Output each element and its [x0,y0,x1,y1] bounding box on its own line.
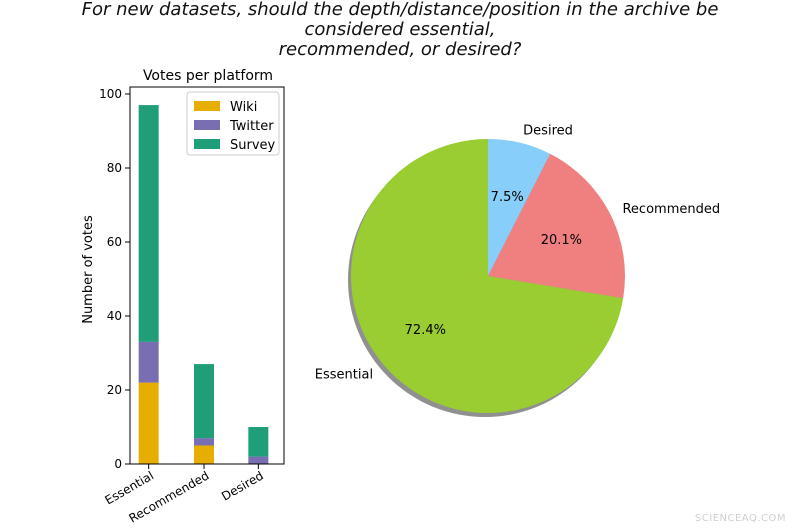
y-tick-label: 80 [107,161,122,175]
main-title-line-3: recommended, or desired? [278,39,522,60]
pie-slice-essential [350,139,624,413]
legend-label-twitter: Twitter [229,119,274,134]
x-tick-label: Desired [219,468,266,503]
pie-category-label: Desired [523,123,573,138]
pie-value-label: 72.4% [405,323,446,338]
pie-chart: 7.5% Desired 20.1% Recommended 72.4% Essentia… [315,123,720,417]
legend-swatch-wiki [194,101,220,111]
bar-survey-essential [138,105,159,342]
bar-twitter-essential [138,341,159,383]
bar-plot-frame [129,86,285,465]
pie-value-label: 20.1% [541,233,582,248]
main-title-line-2: considered essential, [304,19,496,40]
pie-value-label: 7.5% [491,190,524,205]
y-tick-label: 0 [114,457,122,471]
main-title: For new datasets, should the depth/dista… [0,0,800,60]
y-tick-label: 40 [107,309,122,323]
watermark: SCIENCEAQ.COM [694,513,786,524]
bar-wiki-recommended [194,445,214,464]
bar-survey-desired [248,427,269,457]
pie-slice-desired [488,139,551,276]
main-title-line-1: For new datasets, should the depth/dista… [81,0,719,20]
legend-swatch-twitter [194,120,220,130]
y-tick-label: 100 [99,87,122,101]
bar-twitter-recommended [194,438,214,446]
legend-swatch-survey [194,139,220,149]
pie-category-label: Essential [315,368,373,383]
y-axis-label: Number of votes [81,215,96,324]
pie-slice-recommended [488,153,625,299]
bar-survey-recommended [194,364,214,439]
pie-category-label: Recommended [622,202,720,217]
bar-wiki-essential [138,382,159,464]
bar-chart-title: Votes per platform [143,68,273,84]
y-tick-label: 20 [107,383,122,397]
legend-label-wiki: Wiki [230,100,257,115]
bar-twitter-desired [248,456,269,464]
y-tick-label: 60 [107,235,122,249]
legend-label-survey: Survey [230,138,276,153]
